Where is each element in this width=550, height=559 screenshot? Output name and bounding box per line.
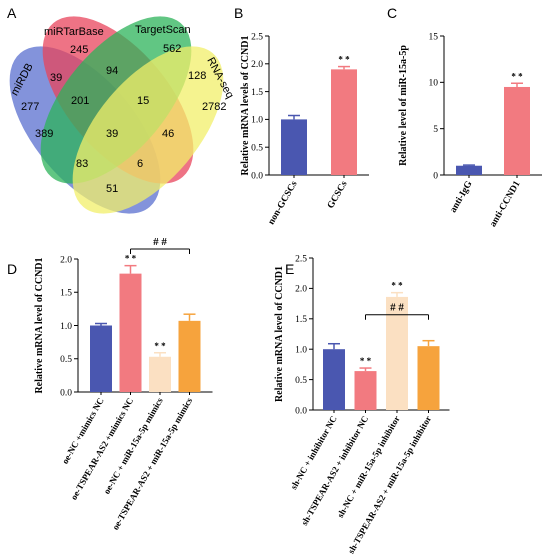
chart-d-category-label: oe-NC + miR-15a-5p mimics — [101, 396, 165, 496]
chart-e-bar — [354, 371, 377, 410]
venn-diagram: miRDB miRTarBase TargetScan RNA-seq 245 … — [9, 16, 236, 214]
chart-b-category-label: GCSCs — [326, 179, 350, 210]
venn-count-mirdb-targetscan-rnaseq: 83 — [76, 158, 88, 170]
chart-d-bar — [119, 273, 142, 392]
venn-count-targetscan-rnaseq: 128 — [188, 70, 206, 82]
chart-b-y-tick-label: 1.0 — [251, 116, 263, 126]
chart-b-bar — [331, 69, 357, 175]
venn-count-mirdb-mirtarbase-rnaseq: 6 — [137, 158, 143, 170]
chart-c-category-label: anti-CCND1 — [488, 179, 522, 229]
chart-d-bar — [178, 320, 201, 392]
chart-d-y-tick-label: 1.0 — [60, 322, 72, 332]
chart-e-y-tick-label: 2.0 — [295, 285, 307, 295]
chart-b-y-tick-label: 1.5 — [251, 88, 263, 98]
chart-e-y-tick-label: 1.5 — [295, 315, 307, 325]
chart-d-y-tick-label: 1.5 — [60, 289, 72, 299]
venn-count-mirdb-mirtarbase-targetscan: 201 — [71, 95, 89, 107]
chart-d-bracket-label: # # — [153, 236, 167, 248]
venn-count-all-four: 39 — [106, 128, 118, 140]
chart-e: 0.0 0.5 1.0 1.5 2.0 2.5 Relative mRNA level of… — [274, 254, 450, 555]
chart-e-bar — [386, 296, 408, 410]
chart-c-y-axis-label: Relative level of miR-15a-5p — [398, 45, 409, 166]
venn-set-rnaseq-ellipse — [72, 46, 224, 214]
venn-count-rnaseq-only: 2782 — [202, 101, 226, 113]
venn-count-mirdb-only: 277 — [21, 101, 39, 113]
chart-d-y-axis-label: Relative mRNA level of CCND1 — [34, 257, 45, 393]
chart-b-bar — [281, 119, 307, 175]
venn-count-mirdb-mirtarbase: 39 — [50, 72, 62, 84]
chart-c: 0 5 10 15 Relative level of miR-15a-5p anti-I… — [398, 32, 542, 229]
chart-e-y-tick-label: 0.0 — [295, 406, 307, 416]
chart-c-y-tick-label: 5 — [433, 125, 438, 135]
venn-count-mirdb-targetscan: 389 — [35, 128, 53, 140]
chart-e-y-tick-label: 2.5 — [295, 254, 307, 264]
venn-count-targetscan-only: 562 — [163, 43, 181, 55]
chart-e-y-tick-label: 1.0 — [295, 346, 307, 356]
venn-count-mirtarbase-rnaseq: 46 — [162, 128, 174, 140]
venn-count-mirtarbase-targetscan: 94 — [106, 65, 118, 77]
chart-e-bar — [417, 346, 440, 410]
chart-c-category-label: anti-IgG — [449, 179, 475, 215]
chart-d-y-tick-label: 2.0 — [60, 255, 72, 265]
chart-b-y-tick-label: 2.5 — [251, 32, 263, 42]
chart-d-significance-mark: * * — [154, 341, 166, 351]
chart-c-bar — [456, 165, 482, 175]
chart-e-bracket-label: # # — [390, 302, 404, 314]
chart-b-y-tick-label: 0.5 — [251, 144, 263, 154]
panel-letter-e: E — [285, 261, 294, 277]
chart-e-category-label: sh-NC + miR-15a-5p inhibitor — [335, 414, 402, 519]
venn-count-mirdb-rnaseq: 51 — [106, 183, 118, 195]
chart-c-y-tick-label: 10 — [429, 79, 439, 89]
venn-count-mirtarbase-only: 245 — [70, 44, 88, 56]
panel-letter-a: A — [7, 5, 17, 21]
chart-b-y-tick-label: 2.0 — [251, 60, 263, 70]
chart-d-significance-mark: * * — [125, 254, 137, 264]
chart-d-y-tick-label: 0.0 — [60, 388, 72, 398]
chart-e-significance-mark: * * — [360, 356, 372, 366]
venn-count-mirtarbase-targetscan-rnaseq: 15 — [137, 95, 149, 107]
chart-e-significance-mark: * * — [391, 281, 403, 291]
panel-letter-d: D — [7, 261, 17, 277]
panel-letter-b: B — [234, 5, 243, 21]
chart-d: 0.0 0.5 1.0 1.5 2.0 Relative mRNA level of CC… — [34, 236, 213, 532]
chart-c-y-tick-label: 15 — [429, 32, 439, 42]
chart-e-bar — [323, 349, 345, 410]
chart-e-y-axis-label: Relative mRNA level of CCND1 — [274, 266, 285, 402]
chart-c-y-tick-label: 0 — [433, 171, 438, 181]
chart-b-y-tick-label: 0.0 — [251, 171, 263, 181]
venn-label-mirtarbase: miRTarBase — [44, 26, 104, 38]
chart-d-bar — [90, 325, 112, 392]
chart-c-bar — [504, 86, 530, 175]
chart-d-bar — [149, 356, 171, 392]
chart-d-y-tick-label: 0.5 — [60, 355, 72, 365]
chart-b-y-axis-label: Relative mRNA levels of CCND1 — [240, 36, 251, 176]
chart-c-significance-mark: * * — [511, 71, 523, 81]
chart-e-y-tick-label: 0.5 — [295, 376, 307, 386]
chart-b-category-label: non-GCSCs — [267, 179, 300, 226]
panel-letter-c: C — [387, 5, 397, 21]
chart-b-significance-mark: * * — [338, 55, 350, 65]
venn-label-targetscan: TargetScan — [135, 24, 191, 36]
